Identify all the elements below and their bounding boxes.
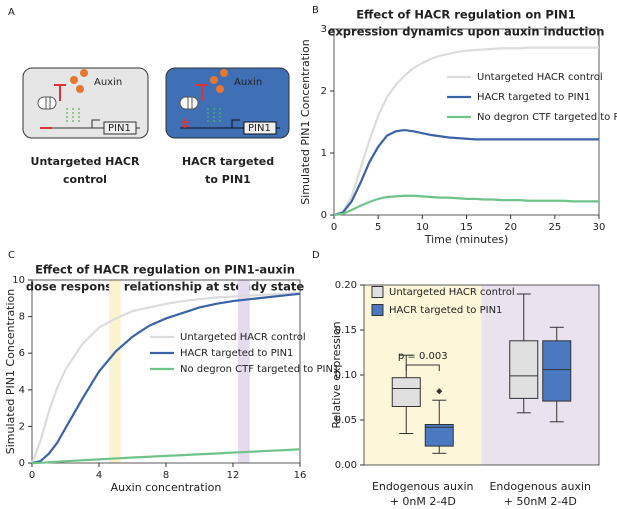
plot-frame: [363, 284, 600, 466]
y-tick-label: 4: [19, 385, 25, 396]
box: [391, 377, 421, 408]
plot-frame: [31, 279, 301, 464]
x-tick-label: Endogenous auxin: [372, 480, 474, 493]
y-tick-label: 2: [321, 86, 327, 97]
legend-label: Untargeted HACR control: [477, 72, 603, 83]
diagram-gene: PIN1: [108, 123, 131, 134]
x-tick-label: 30: [593, 222, 606, 233]
x-axis-label: Time (minutes): [424, 233, 509, 246]
diagram-caption: to PIN1: [205, 173, 251, 186]
legend-label: HACR targeted to PIN1: [389, 305, 502, 316]
highlight-band: [238, 280, 250, 463]
line-series: [31, 448, 301, 465]
y-tick-label: 6: [19, 348, 25, 359]
legend-label: No degron CTF targeted to PIN1: [180, 364, 339, 375]
line-series: [31, 292, 301, 465]
chart-title: Effect of HACR regulation on PIN1: [356, 8, 576, 22]
x-tick-label: 4: [96, 470, 102, 481]
legend-swatch: [371, 286, 384, 298]
diagram-gene: PIN1: [248, 123, 271, 134]
x-axis-label: Auxin concentration: [111, 481, 222, 494]
x-tick-label: 8: [163, 470, 169, 481]
diagram-label: Auxin: [94, 77, 122, 88]
x-tick-label: 10: [416, 222, 429, 233]
line-series: [333, 128, 599, 217]
x-tick-label: 0: [331, 222, 337, 233]
y-tick-label: 10: [12, 275, 25, 286]
y-axis-label: Simulated PIN1 Concentration: [299, 39, 312, 205]
y-tick-label: 3: [321, 24, 327, 35]
line-series: [333, 46, 599, 217]
highlight-band: [109, 280, 121, 463]
diagram-label: Auxin: [234, 77, 262, 88]
diagram-caption: Untargeted HACR: [31, 155, 140, 168]
diagram-box: [22, 67, 149, 139]
x-tick-label: + 0nM 2-4D: [390, 495, 456, 508]
y-tick-label: 1: [321, 148, 327, 159]
diagram-caption: control: [63, 173, 107, 186]
diagram-box: [165, 67, 290, 139]
box: [509, 340, 539, 399]
chart-title: dose response relationship at steady sta…: [26, 280, 304, 294]
legend-label: HACR targeted to PIN1: [180, 348, 293, 359]
box: [424, 424, 454, 447]
line-series: [333, 194, 599, 217]
legend-label: HACR targeted to PIN1: [477, 92, 590, 103]
y-tick-label: 0: [321, 210, 327, 221]
significance-bracket: [405, 364, 440, 371]
plot-frame: [333, 28, 600, 216]
panel-label: A: [8, 7, 15, 18]
y-tick-label: 0: [19, 458, 25, 469]
y-axis-label: Relative expression: [330, 321, 343, 428]
legend-label: No degron CTF targeted to PIN1: [477, 112, 617, 123]
y-tick-label: 8: [19, 312, 25, 323]
y-tick-label: 0.15: [335, 325, 357, 336]
x-tick-label: 16: [294, 470, 307, 481]
x-tick-label: 0: [29, 470, 35, 481]
legend-label: Untargeted HACR control: [389, 287, 515, 298]
x-tick-label: 20: [504, 222, 517, 233]
chart-title: Effect of HACR regulation on PIN1-auxin: [35, 263, 295, 277]
y-tick-label: 0.20: [335, 280, 357, 291]
x-tick-label: + 50nM 2-4D: [504, 495, 577, 508]
legend-label: Untargeted HACR control: [180, 332, 306, 343]
x-tick-label: 15: [460, 222, 473, 233]
x-tick-label: Endogenous auxin: [489, 480, 591, 493]
y-tick-label: 0.00: [335, 460, 357, 471]
x-tick-label: 12: [227, 470, 240, 481]
box: [542, 340, 572, 402]
x-tick-label: 5: [375, 222, 381, 233]
y-tick-label: 0.10: [335, 370, 357, 381]
y-tick-label: 0.05: [335, 415, 357, 426]
legend-swatch: [371, 304, 384, 316]
y-axis-label: Simulated PIN1 Concentration: [4, 289, 17, 455]
panel-label: B: [312, 5, 319, 16]
chart-title: expression dynamics upon auxin induction: [328, 25, 605, 39]
panel-label: C: [8, 250, 15, 261]
line-series: [30, 291, 301, 464]
annotation: p = 0.003: [398, 351, 448, 362]
category-band: [364, 285, 482, 465]
diagram-caption: HACR targeted: [182, 155, 274, 168]
panel-label: D: [312, 250, 320, 261]
y-tick-label: 2: [19, 421, 25, 432]
category-band: [481, 285, 599, 465]
outlier: [436, 388, 443, 395]
x-tick-label: 25: [548, 222, 561, 233]
